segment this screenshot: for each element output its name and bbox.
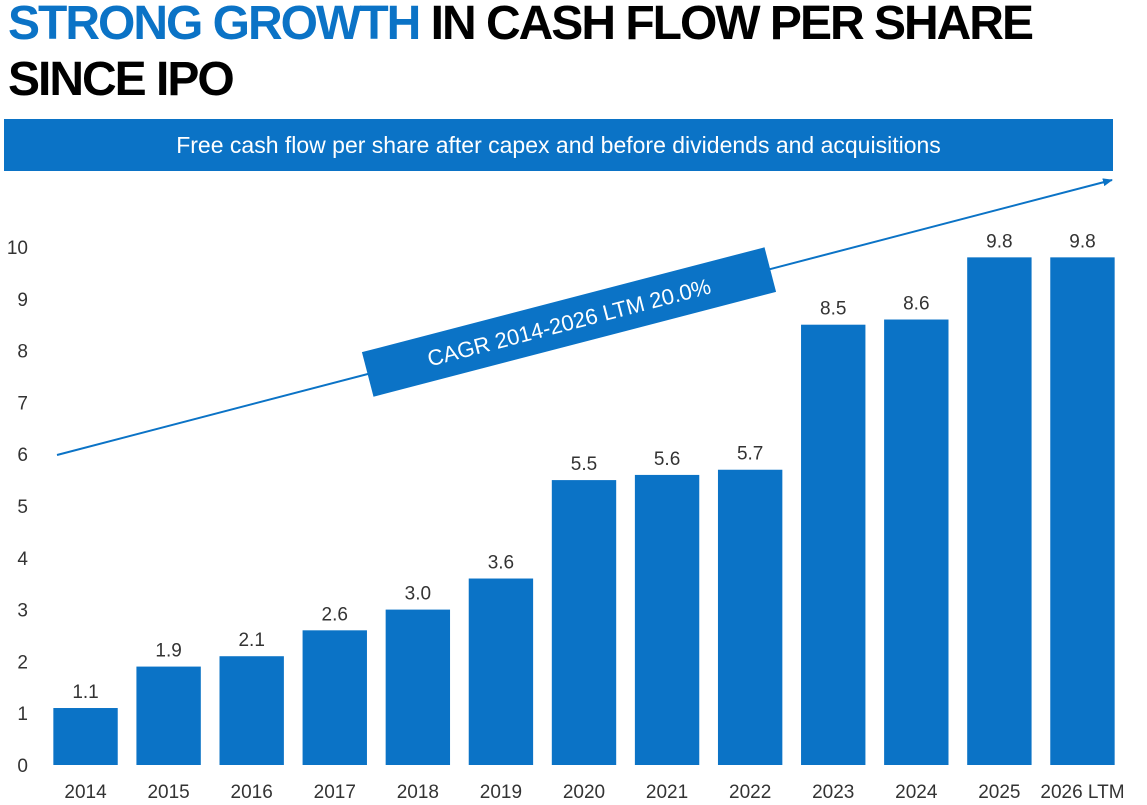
- y-tick-label: 0: [17, 756, 28, 777]
- bar: [53, 708, 118, 765]
- x-tick-label: 2023: [812, 782, 854, 803]
- bar-value-label: 3.6: [488, 553, 514, 574]
- bar: [717, 469, 783, 765]
- page-title: STRONG GROWTH IN CASH FLOW PER SHARE SIN…: [8, 0, 1128, 108]
- x-tick-label: 2018: [397, 782, 439, 803]
- y-tick-label: 4: [17, 549, 28, 570]
- y-tick-label: 9: [17, 290, 28, 311]
- bar-value-label: 5.5: [571, 454, 597, 475]
- x-tick-label: 2016: [231, 782, 273, 803]
- y-tick-label: 1: [17, 704, 28, 725]
- y-axis: 0 1 2 3 4 5 6 7 8 9 10: [7, 238, 29, 777]
- x-tick-label: 2025: [978, 782, 1020, 803]
- x-tick-label: 2017: [314, 782, 356, 803]
- bar-value-label: 5.6: [654, 449, 680, 470]
- bar-value-label: 3.0: [405, 584, 431, 605]
- y-tick-label: 10: [7, 238, 28, 259]
- y-tick-label: 5: [17, 497, 28, 518]
- bar: [302, 630, 367, 765]
- x-axis: 2014 2015 2016 2017 2018 2019 2020 2021 2022 2023…: [64, 782, 1124, 803]
- bar: [801, 324, 866, 765]
- bar: [1050, 257, 1115, 765]
- x-tick-label: 2022: [729, 782, 771, 803]
- x-tick-label: 2019: [480, 782, 522, 803]
- cagr-label-box: CAGR 2014-2026 LTM 20.0%: [361, 247, 777, 397]
- bar-value-label: 8.5: [820, 299, 846, 320]
- cagr-label-background: [361, 247, 777, 397]
- bar-value-label: 2.1: [238, 630, 264, 651]
- bar-value-label: 1.1: [72, 682, 98, 703]
- y-tick-label: 7: [17, 393, 28, 414]
- bar-value-label: 2.6: [322, 604, 348, 625]
- bar-value-label: 9.8: [986, 231, 1012, 252]
- bar: [884, 319, 949, 765]
- y-tick-label: 2: [17, 652, 28, 673]
- x-tick-label: 2026 LTM: [1040, 782, 1124, 803]
- y-tick-label: 3: [17, 601, 28, 622]
- bar: [468, 578, 534, 765]
- title-rest: IN CASH FLOW PER SHARE SINCE IPO: [8, 0, 1034, 106]
- bar: [634, 474, 700, 765]
- bar: [136, 666, 201, 765]
- bar-value-label: 8.6: [903, 294, 929, 315]
- x-tick-label: 2020: [563, 782, 605, 803]
- cagr-label-text: CAGR 2014-2026 LTM 20.0%: [425, 274, 714, 372]
- bar: [219, 656, 284, 765]
- bar: [967, 257, 1032, 765]
- x-tick-label: 2024: [895, 782, 938, 803]
- subtitle-banner: Free cash flow per share after capex and…: [4, 119, 1113, 171]
- title-accent: STRONG GROWTH: [8, 0, 421, 50]
- x-tick-label: 2015: [147, 782, 189, 803]
- bar-value-label: 5.7: [737, 444, 763, 465]
- x-tick-label: 2021: [646, 782, 688, 803]
- bar: [385, 609, 451, 765]
- subtitle-text: Free cash flow per share after capex and…: [176, 132, 941, 158]
- y-tick-label: 8: [17, 342, 28, 363]
- bars: [53, 257, 1115, 765]
- y-tick-label: 6: [17, 445, 28, 466]
- bar: [551, 480, 617, 765]
- bar-value-label: 9.8: [1069, 231, 1095, 252]
- x-tick-label: 2014: [64, 782, 107, 803]
- value-labels: 1.1 1.9 2.1 2.6 3.0 3.6 5.5 5.6 5.7 8.5 8.6 9.8 9.8: [72, 231, 1095, 703]
- bar-value-label: 1.9: [155, 641, 181, 662]
